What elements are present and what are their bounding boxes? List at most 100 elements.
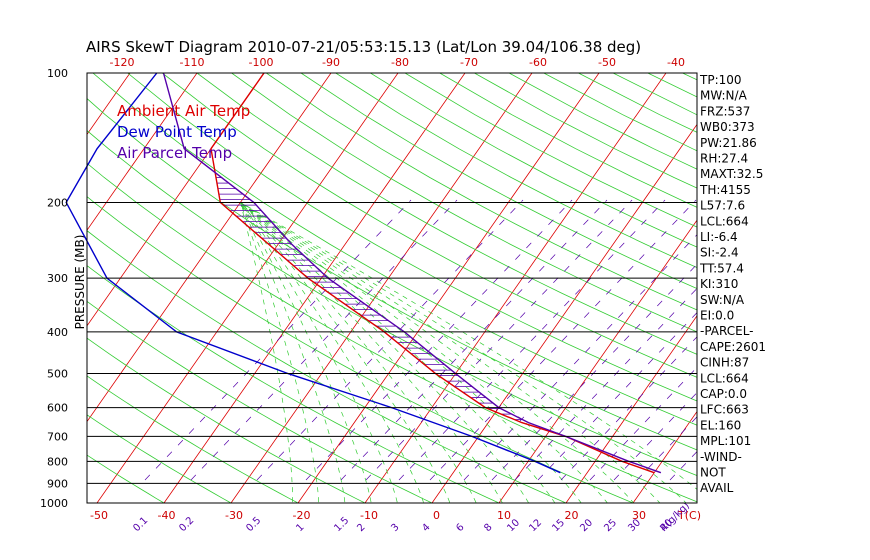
isotherm-line: [364, 73, 667, 503]
mixing-ratio-tick-label: 3: [389, 522, 401, 534]
pressure-tick-label: 100: [47, 67, 68, 80]
stability-index-item: KI:310: [700, 277, 738, 291]
moist-adiabat-line: [240, 202, 661, 503]
bottom-temperature-tick-label: -10: [360, 509, 378, 522]
dry-adiabat-line: [87, 300, 433, 503]
x-axis-unit-label: T(C): [677, 509, 701, 522]
stability-index-item: RH:27.4: [700, 152, 748, 166]
dry-adiabat-line: [87, 230, 568, 503]
isotherm-line: [163, 73, 466, 503]
legend-item-2: Dew Point Temp: [117, 123, 237, 141]
stability-index-item: LCL:664: [700, 214, 749, 228]
mixing-ratio-line: [560, 336, 697, 481]
dry-adiabat-line: [87, 414, 232, 503]
moist-adiabat-line: [240, 202, 425, 503]
bottom-temperature-tick-label: 30: [632, 509, 646, 522]
mixing-ratio-tick-label: 0.5: [244, 515, 263, 534]
mixing-ratio-tick-label: 8: [482, 522, 494, 534]
moist-adiabat-line: [240, 202, 697, 490]
bottom-temperature-tick-label: -50: [90, 509, 108, 522]
bottom-temperature-tick-label: -30: [225, 509, 243, 522]
mixing-ratio-line: [398, 199, 666, 481]
mixing-ratio-tick-label: 1: [294, 522, 306, 534]
dry-adiabat-line: [127, 73, 697, 402]
cape-hatch-layer: [215, 177, 523, 420]
top-temperature-tick-label: -120: [110, 56, 135, 69]
moist-adiabat-line: [240, 202, 687, 503]
mixing-ratio-line: [340, 199, 608, 481]
stability-index-item: SI:-2.4: [700, 246, 739, 260]
dry-adiabat-line: [87, 454, 165, 503]
mixing-ratio-tick-label: 0.1: [131, 515, 150, 534]
stability-index-item: PW:21.86: [700, 136, 757, 150]
stability-index-item: TT:57.4: [699, 261, 744, 275]
dry-adiabat-line: [196, 73, 697, 355]
moist-adiabat-line: [240, 202, 477, 503]
mixing-ratio-line: [589, 366, 697, 481]
top-temperature-tick-label: -80: [391, 56, 409, 69]
mixing-ratio-line: [256, 199, 524, 481]
pressure-tick-label: 200: [47, 196, 68, 209]
pressure-tick-label: 900: [47, 477, 68, 490]
legend-item-1: Ambient Air Temp: [117, 102, 250, 120]
mixing-ratio-tick-label: 1.5: [332, 515, 351, 534]
dry-adiabat-line: [92, 73, 697, 426]
moist-adiabat-line: [240, 202, 582, 503]
stability-index-item: LFC:663: [700, 403, 749, 417]
dry-adiabat-line: [87, 337, 366, 503]
stability-index-item: EL:160: [700, 418, 741, 432]
stability-index-item: AVAIL: [700, 481, 734, 495]
dry-adiabat-line: [87, 265, 500, 503]
bottom-temperature-tick-label: 0: [433, 509, 440, 522]
air-parcel-temp-line: [162, 72, 662, 474]
mixing-ratio-line: [190, 199, 458, 481]
top-temperature-tick-label: -50: [598, 56, 616, 69]
moist-adiabat-line: [240, 202, 372, 503]
mixing-ratio-tick-label: 6: [454, 522, 466, 534]
pressure-tick-label: 700: [47, 430, 68, 443]
stability-index-item: LI:-6.4: [700, 230, 738, 244]
stability-index-item: SW:N/A: [700, 293, 745, 307]
stability-index-item: TH:4155: [699, 183, 751, 197]
dry-adiabat-line: [404, 73, 697, 228]
stability-index-item: LCL:664: [700, 371, 749, 385]
moist-adiabat-line: [240, 202, 451, 503]
mixing-ratio-line: [429, 199, 697, 481]
stability-index-item: FRZ:537: [700, 104, 750, 118]
pressure-tick-label: 300: [47, 272, 68, 285]
isotherm-line: [96, 73, 399, 503]
moist-adiabat-line: [240, 202, 608, 503]
stability-index-item: EI:0.0: [700, 309, 734, 323]
top-temperature-tick-label: -40: [667, 56, 685, 69]
dry-adiabat-line: [335, 73, 697, 269]
dry-adiabat-line: [300, 73, 697, 289]
top-temperature-tick-label: -90: [322, 56, 340, 69]
mixing-ratio-line: [305, 199, 573, 481]
dry-adiabat-line: [508, 73, 697, 170]
dry-adiabat-line: [87, 162, 697, 503]
stability-index-item: -PARCEL-: [700, 324, 754, 338]
mixing-ratio-line: [463, 234, 697, 481]
isotherm-line: [565, 315, 697, 503]
mixing-ratio-tick-label: 0.2: [177, 515, 196, 534]
dry-adiabat-line: [162, 73, 697, 378]
moist-adiabat-line: [240, 202, 293, 503]
mixing-ratio-line: [144, 199, 412, 481]
y-axis-label: PRESSURE (MB): [73, 235, 87, 330]
top-temperature-tick-label: -60: [529, 56, 547, 69]
stability-index-item: CAPE:2601: [700, 340, 766, 354]
pressure-tick-label: 800: [47, 455, 68, 468]
dew-point-temp-line: [65, 72, 561, 474]
mixing-ratio-line: [613, 392, 697, 481]
isotherm-line: [230, 73, 533, 503]
isotherm-line: [431, 123, 697, 503]
bottom-temperature-tick-label: 10: [497, 509, 511, 522]
stability-index-item: TP:100: [699, 73, 742, 87]
isotherm-line: [87, 73, 332, 423]
top-temperature-tick-label: -110: [180, 56, 205, 69]
bottom-temperature-tick-label: -40: [158, 509, 176, 522]
mixing-ratio-line: [365, 199, 633, 481]
stability-index-item: CINH:87: [700, 356, 749, 370]
